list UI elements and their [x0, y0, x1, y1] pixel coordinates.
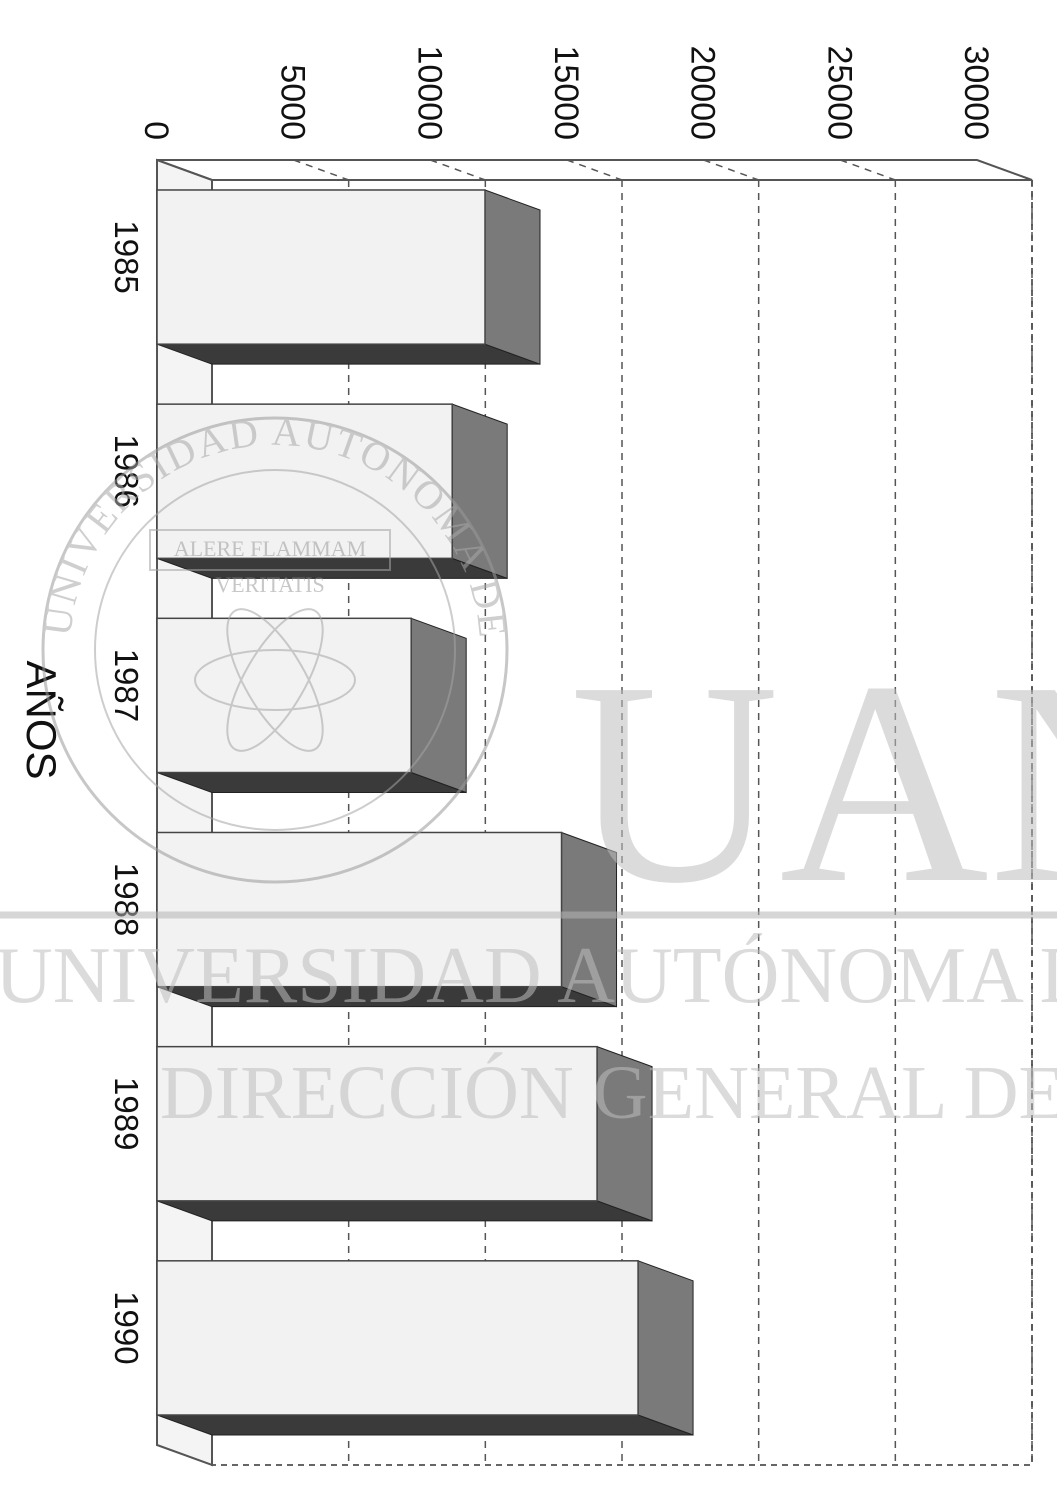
watermark-line-1: UNIVERSIDAD AUTÓNOMA DE NUEV — [0, 932, 1057, 1020]
y-axis-tick-labels: 0 5000 10000 15000 20000 25000 30000 — [137, 45, 995, 140]
bar-front — [156, 189, 486, 345]
bar-front — [156, 617, 412, 774]
x-axis-title: AÑOS — [18, 660, 65, 779]
bar — [156, 1260, 694, 1436]
bar — [156, 831, 618, 1008]
bars — [156, 189, 694, 1436]
y-tick-label: 10000 — [410, 45, 448, 140]
y-tick-label: 15000 — [547, 45, 585, 140]
bar-front — [156, 831, 563, 988]
bar — [156, 617, 467, 794]
bar — [156, 1045, 653, 1222]
x-category-label: 1990 — [108, 1291, 145, 1364]
gridline-side — [976, 159, 1033, 181]
bar-top — [484, 189, 541, 365]
x-category-label: 1989 — [108, 1077, 145, 1150]
x-category-label: 1987 — [108, 649, 145, 722]
gridline-side — [430, 159, 486, 181]
y-tick-label: 0 — [137, 121, 175, 140]
gridline-side — [566, 159, 623, 181]
bar-top — [410, 617, 467, 794]
y-tick-label: 5000 — [274, 64, 312, 140]
bar-side — [156, 1200, 653, 1222]
y-tick-label: 30000 — [957, 45, 995, 140]
bar-top — [637, 1260, 694, 1436]
bar-side — [156, 1414, 694, 1436]
gridline-side — [293, 159, 349, 181]
logo-letters: UAN — [570, 622, 1057, 943]
y-tick-label: 25000 — [820, 45, 858, 140]
gridline-side — [703, 159, 759, 181]
bar — [156, 189, 541, 365]
watermark-line-2: DIRECCIÓN GENERAL DE BIBLIOTEC — [160, 1051, 1057, 1135]
gridline-side — [840, 159, 896, 181]
bar-front — [156, 1260, 639, 1416]
x-category-label: 1985 — [108, 220, 145, 293]
seal-motto-1: ALERE FLAMMAM — [174, 536, 367, 561]
bar-side — [156, 343, 541, 365]
x-category-label: 1988 — [108, 863, 145, 936]
seal-motto-2: VERITATIS — [215, 572, 324, 597]
bar-front — [156, 1045, 598, 1202]
y-tick-label: 20000 — [684, 45, 722, 140]
